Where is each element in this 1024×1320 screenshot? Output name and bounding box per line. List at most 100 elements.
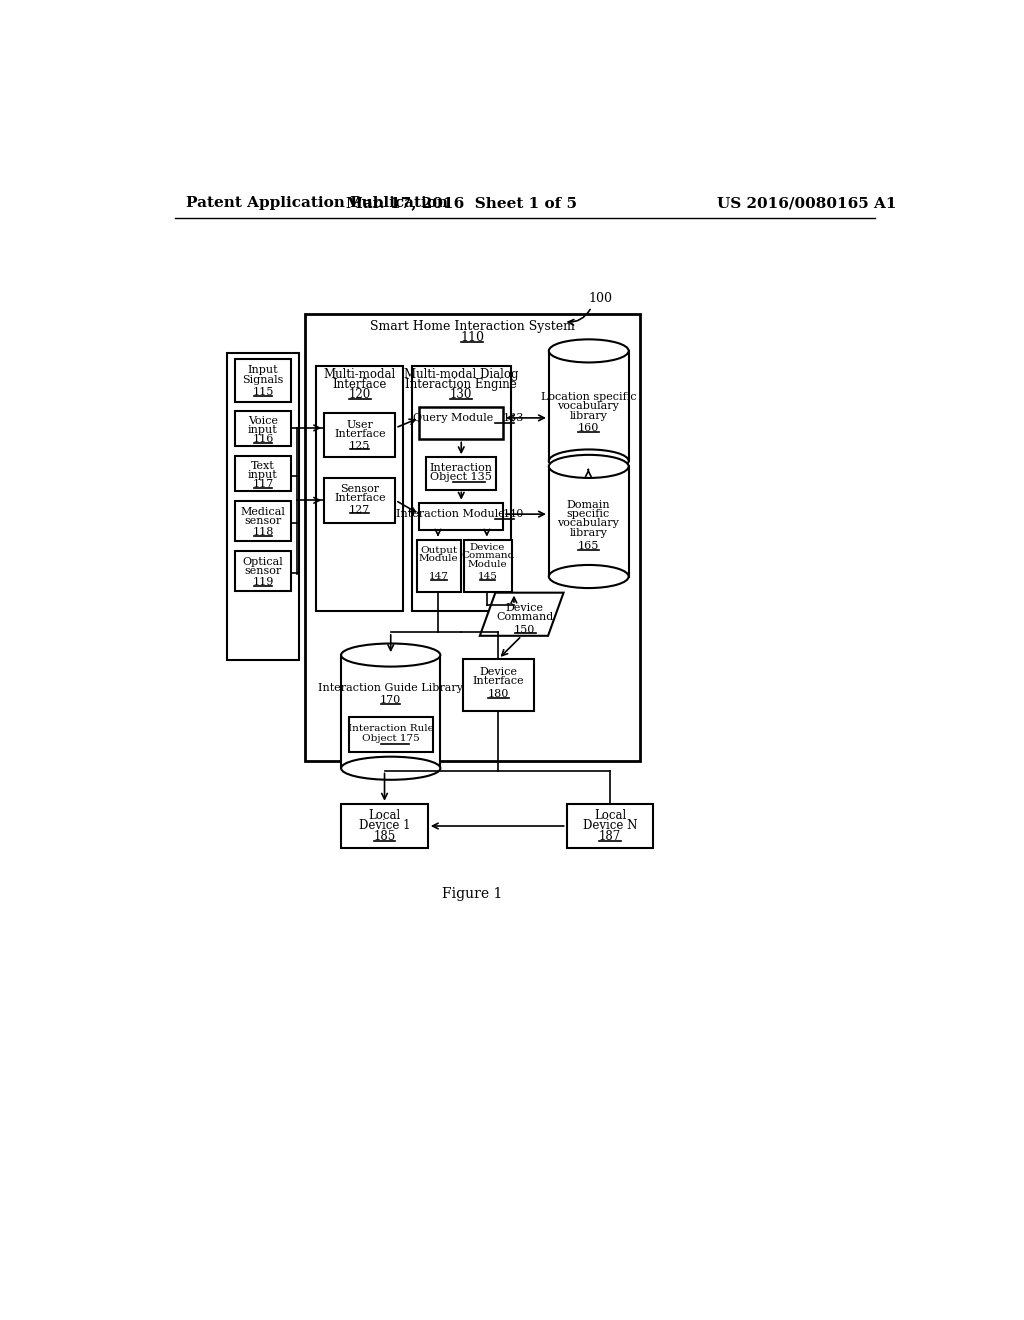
Text: 120: 120 xyxy=(348,388,371,401)
Text: Domain: Domain xyxy=(566,500,610,510)
Bar xyxy=(420,407,503,440)
Bar xyxy=(341,655,440,768)
Bar xyxy=(426,457,496,490)
Text: Multi-modal: Multi-modal xyxy=(324,368,396,381)
Text: Command: Command xyxy=(461,552,514,560)
Bar xyxy=(341,804,428,849)
Text: 127: 127 xyxy=(349,504,371,515)
Text: Figure 1: Figure 1 xyxy=(442,887,503,900)
Text: 140: 140 xyxy=(503,510,524,519)
Ellipse shape xyxy=(341,644,440,667)
Text: Patent Application Publication: Patent Application Publication xyxy=(186,197,449,210)
Text: Mar. 17, 2016  Sheet 1 of 5: Mar. 17, 2016 Sheet 1 of 5 xyxy=(346,197,577,210)
Bar xyxy=(316,367,403,611)
Text: User: User xyxy=(346,420,373,430)
Text: Module: Module xyxy=(468,560,508,569)
Text: 133: 133 xyxy=(503,413,524,422)
Text: 125: 125 xyxy=(349,441,371,450)
Bar xyxy=(412,367,511,611)
Ellipse shape xyxy=(549,455,629,478)
Text: Local: Local xyxy=(594,809,626,822)
Text: Interaction: Interaction xyxy=(430,463,493,473)
Text: Module: Module xyxy=(419,554,459,564)
Text: Device N: Device N xyxy=(583,818,637,832)
Text: specific: specific xyxy=(566,510,610,519)
Text: 119: 119 xyxy=(252,577,273,587)
Text: 150: 150 xyxy=(514,624,536,635)
Text: 118: 118 xyxy=(252,527,273,537)
Text: Voice: Voice xyxy=(248,416,278,426)
Text: 180: 180 xyxy=(487,689,509,700)
Text: 115: 115 xyxy=(252,387,273,397)
Text: Input: Input xyxy=(248,366,279,375)
Ellipse shape xyxy=(549,339,629,363)
Bar xyxy=(420,503,503,531)
Text: Smart Home Interaction System: Smart Home Interaction System xyxy=(370,319,574,333)
Text: Device 1: Device 1 xyxy=(358,818,411,832)
Text: Device: Device xyxy=(470,543,505,552)
Text: Signals: Signals xyxy=(242,375,284,385)
Text: library: library xyxy=(569,528,607,537)
Text: Text: Text xyxy=(251,461,274,471)
Text: Object 175: Object 175 xyxy=(361,734,420,743)
Text: 185: 185 xyxy=(374,830,395,843)
Text: Location specific: Location specific xyxy=(541,392,636,403)
Text: 170: 170 xyxy=(380,694,401,705)
Bar xyxy=(566,804,653,849)
Text: 165: 165 xyxy=(578,541,599,550)
Ellipse shape xyxy=(341,756,440,780)
Ellipse shape xyxy=(549,449,629,473)
Text: Interface: Interface xyxy=(334,492,386,503)
Bar xyxy=(549,351,629,461)
Text: Device: Device xyxy=(506,603,544,612)
Text: Interaction Module: Interaction Module xyxy=(396,510,505,519)
Text: Interface: Interface xyxy=(473,676,524,686)
Text: 147: 147 xyxy=(429,572,449,581)
Bar xyxy=(417,540,461,591)
Bar xyxy=(349,717,432,752)
Text: sensor: sensor xyxy=(245,516,282,527)
Text: vocabulary: vocabulary xyxy=(557,401,620,412)
Text: 130: 130 xyxy=(451,388,472,401)
Bar xyxy=(234,455,291,491)
Bar xyxy=(234,411,291,446)
Bar xyxy=(227,354,299,660)
Text: Interaction Engine: Interaction Engine xyxy=(406,378,517,391)
Text: 110: 110 xyxy=(460,331,484,345)
Text: Object 135: Object 135 xyxy=(430,473,493,482)
Bar xyxy=(464,540,512,591)
Text: Medical: Medical xyxy=(241,507,286,517)
Text: Device: Device xyxy=(479,667,517,677)
Bar xyxy=(234,502,291,541)
Ellipse shape xyxy=(549,565,629,589)
Text: sensor: sensor xyxy=(245,566,282,576)
Bar xyxy=(234,359,291,401)
Bar xyxy=(324,413,395,457)
Text: 117: 117 xyxy=(252,479,273,490)
Text: Sensor: Sensor xyxy=(340,483,379,494)
Text: Interface: Interface xyxy=(334,429,386,440)
Text: Interaction Rule: Interaction Rule xyxy=(348,723,433,733)
Text: library: library xyxy=(569,411,607,421)
Text: 145: 145 xyxy=(477,572,498,581)
Bar xyxy=(549,466,629,577)
Text: Optical: Optical xyxy=(243,557,284,566)
Text: Interaction Guide Library: Interaction Guide Library xyxy=(318,684,463,693)
Text: US 2016/0080165 A1: US 2016/0080165 A1 xyxy=(717,197,896,210)
Text: input: input xyxy=(248,470,278,480)
Text: Multi-modal Dialog: Multi-modal Dialog xyxy=(404,368,518,381)
Text: input: input xyxy=(248,425,278,436)
Bar xyxy=(324,478,395,523)
Text: vocabulary: vocabulary xyxy=(557,519,620,528)
Text: 187: 187 xyxy=(599,830,622,843)
Text: Output: Output xyxy=(420,546,458,554)
Bar xyxy=(305,314,640,760)
Text: 116: 116 xyxy=(252,434,273,445)
Text: 100: 100 xyxy=(589,292,612,305)
Text: Interface: Interface xyxy=(333,378,387,391)
Text: 160: 160 xyxy=(578,422,599,433)
Bar xyxy=(463,659,535,711)
Text: Local: Local xyxy=(369,809,400,822)
Text: Query Module: Query Module xyxy=(414,413,494,422)
Text: Command: Command xyxy=(497,612,553,622)
